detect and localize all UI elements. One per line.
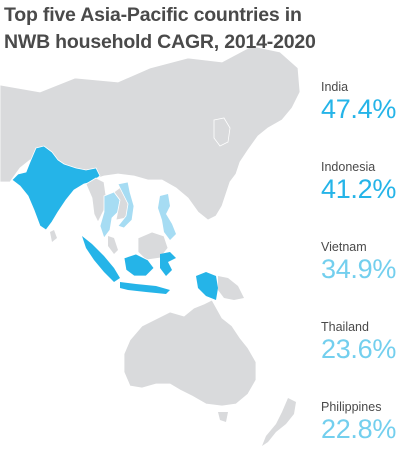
country-name: Philippines xyxy=(321,400,382,414)
indonesia-kalimantan xyxy=(123,253,155,277)
cagr-value: 22.8% xyxy=(321,414,397,444)
country-name: Vietnam xyxy=(321,240,367,254)
country-name: Indonesia xyxy=(321,160,376,174)
indonesia-java xyxy=(120,282,170,294)
borneo-shape xyxy=(137,231,169,261)
cagr-value: 34.9% xyxy=(321,254,397,284)
title-line-2: NWB household CAGR, 2014-2020 xyxy=(4,31,316,53)
stat-philippines: Philippines 22.8% xyxy=(321,400,396,444)
cagr-value: 47.4% xyxy=(321,94,397,124)
india-shape xyxy=(11,145,101,231)
papua-new-guinea xyxy=(218,276,244,300)
stat-indonesia: Indonesia 41.2% xyxy=(321,160,396,204)
indonesia-sulawesi xyxy=(160,252,176,276)
indonesia-papua xyxy=(196,272,218,300)
korea-peninsula xyxy=(213,117,231,147)
country-name: Thailand xyxy=(321,320,369,334)
sri-lanka xyxy=(50,230,57,242)
malaysia-peninsula xyxy=(108,236,118,254)
taiwan xyxy=(204,178,210,192)
map-title: Top five Asia-Pacific countries in NWB h… xyxy=(4,2,364,56)
japan xyxy=(228,100,262,150)
australia-shape xyxy=(123,299,257,407)
sakhalin xyxy=(256,80,266,112)
stat-thailand: Thailand 23.6% xyxy=(321,320,396,364)
stat-vietnam: Vietnam 34.9% xyxy=(321,240,396,284)
indonesia-sumatra xyxy=(82,236,120,282)
stat-india: India 47.4% xyxy=(321,80,396,124)
title-line-1: Top five Asia-Pacific countries in xyxy=(4,4,302,26)
cagr-value: 23.6% xyxy=(321,334,397,364)
philippines-shape xyxy=(158,194,176,240)
vietnam-shape xyxy=(117,181,135,229)
tasmania xyxy=(218,412,228,422)
cagr-value: 41.2% xyxy=(321,174,397,204)
country-name: India xyxy=(321,80,349,94)
new-zealand xyxy=(262,398,296,446)
